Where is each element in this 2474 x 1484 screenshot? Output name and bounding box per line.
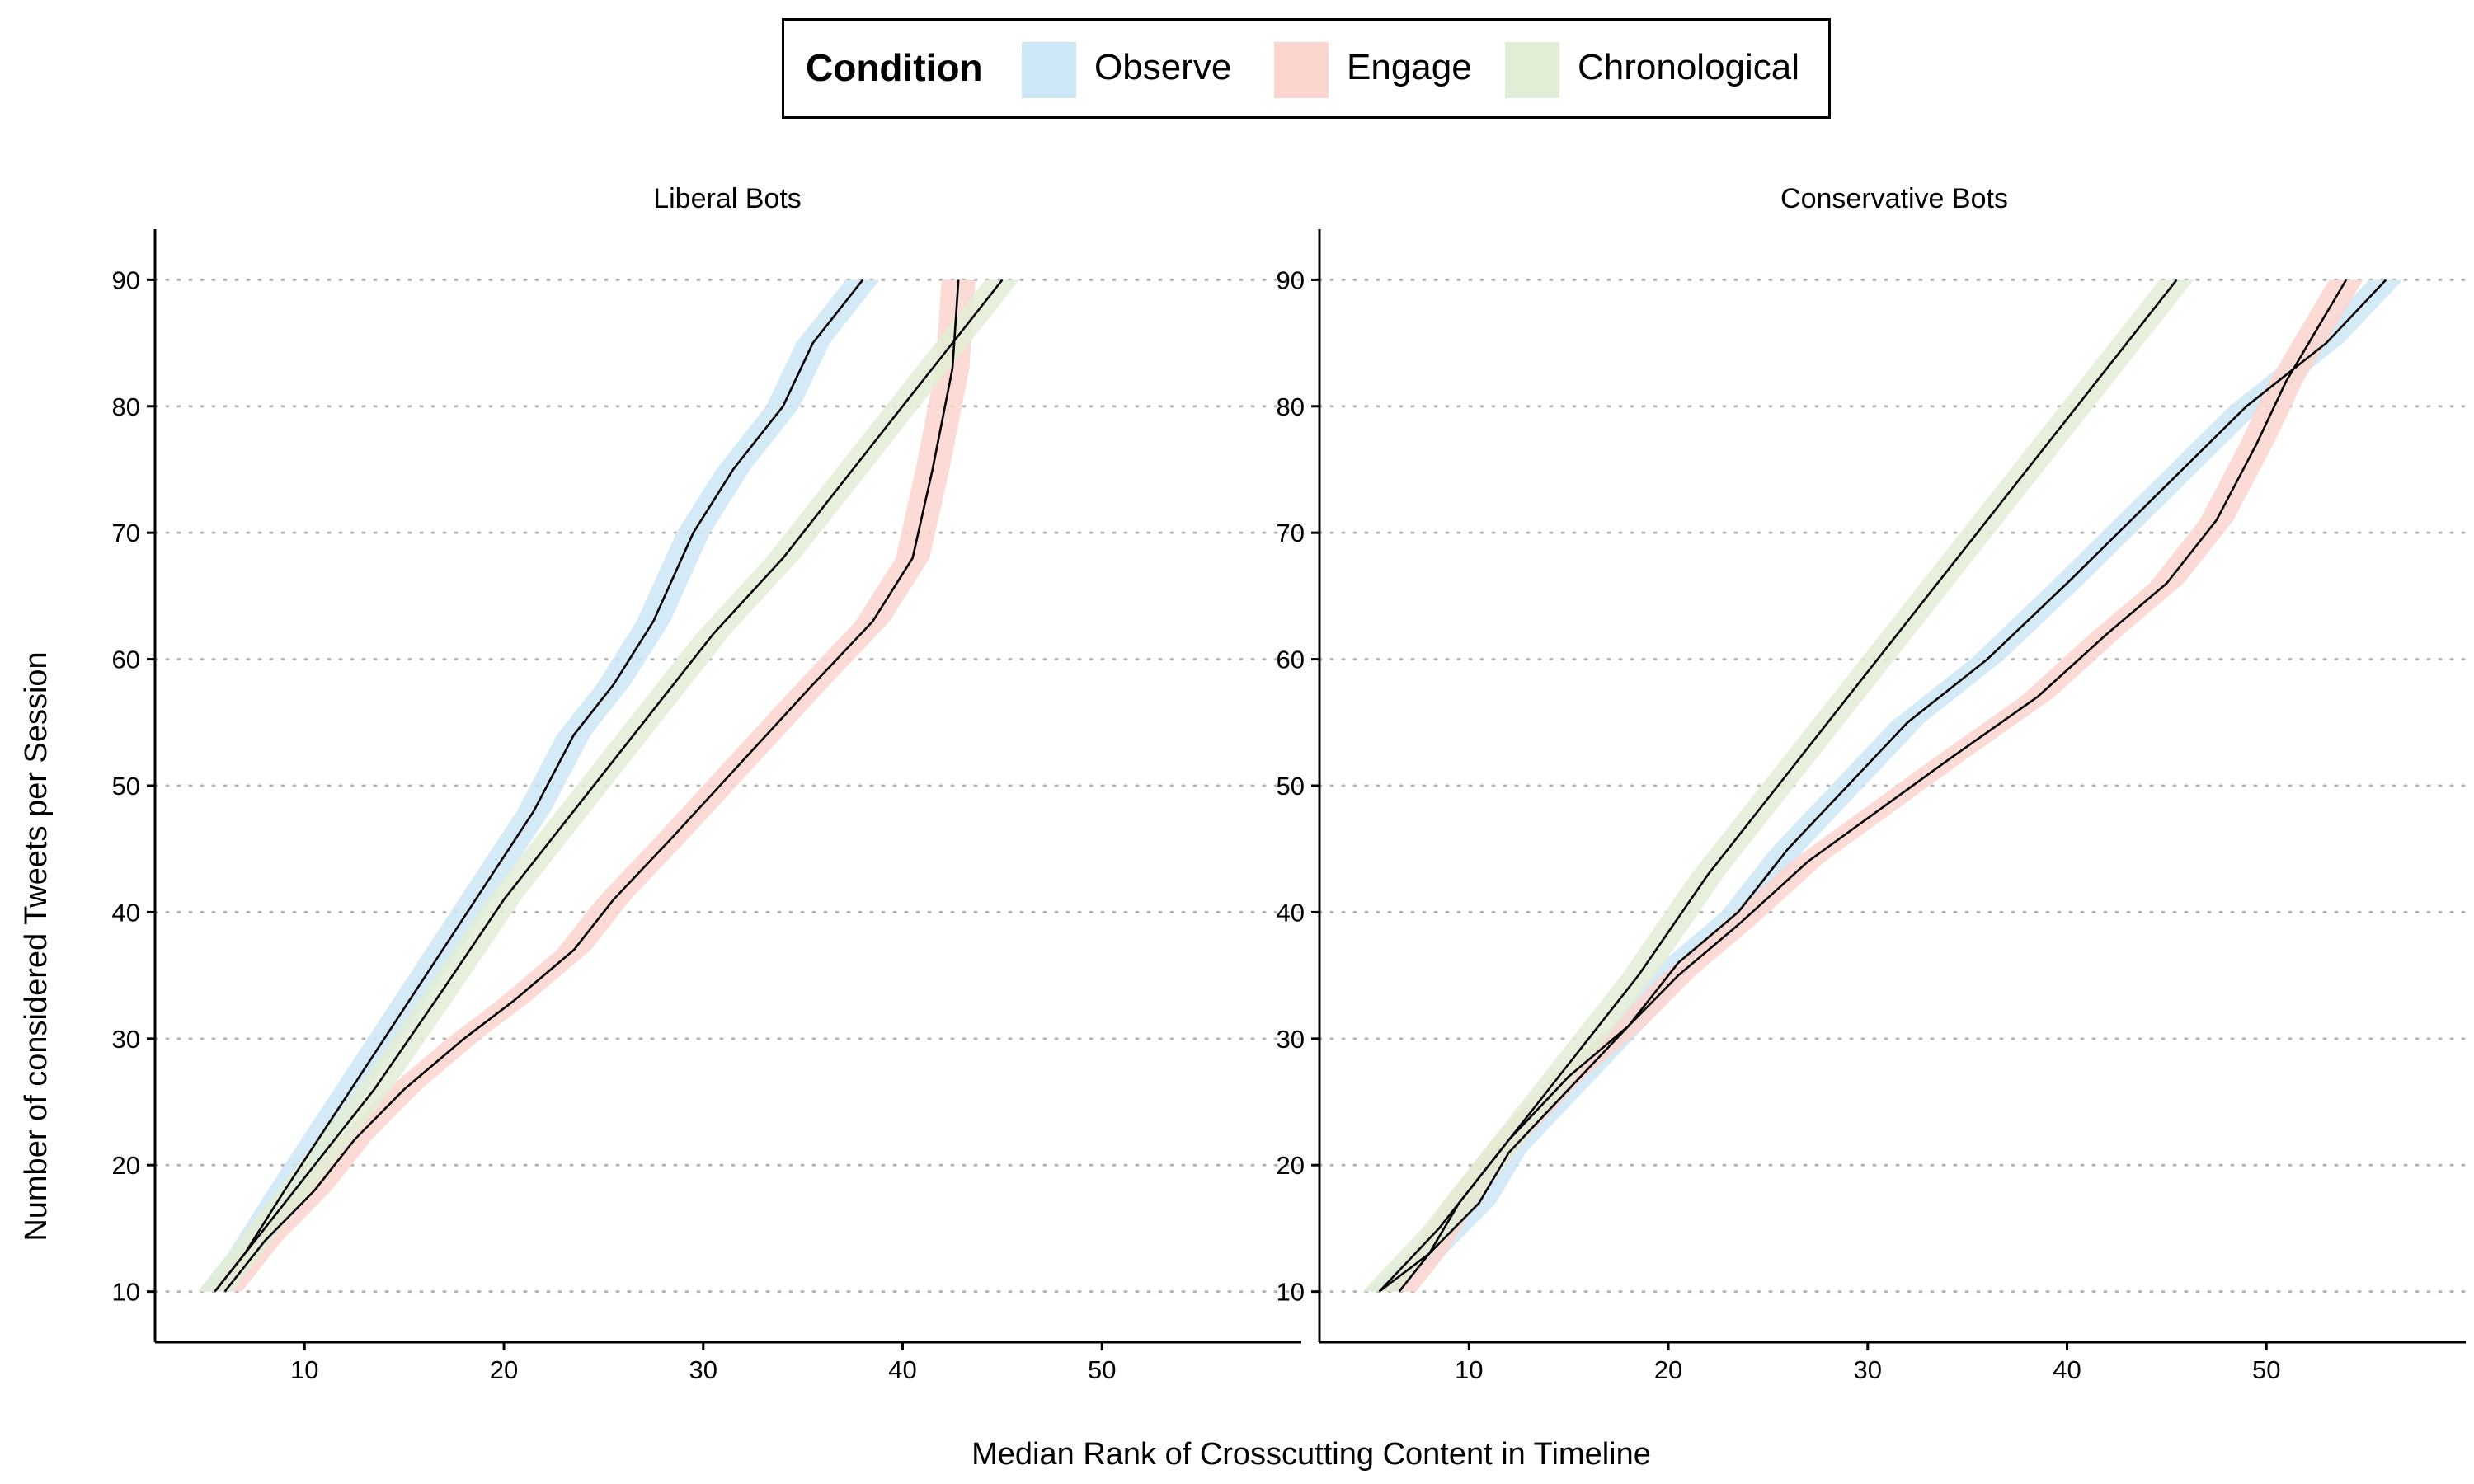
y-tick-label-conservative-bots-40: 40 — [1277, 898, 1305, 927]
y-tick-label-conservative-bots-90: 90 — [1277, 265, 1305, 294]
y-tick-label-conservative-bots-10: 10 — [1277, 1278, 1305, 1307]
x-tick-label-conservative-bots-30: 30 — [1854, 1355, 1882, 1384]
legend-key-engage — [1274, 42, 1329, 98]
legend-key-observe — [1022, 42, 1076, 98]
y-tick-label-liberal-bots-60: 60 — [112, 646, 140, 674]
y-tick-label-liberal-bots-50: 50 — [112, 772, 140, 801]
x-axis-title: Median Rank of Crosscutting Content in T… — [971, 1437, 1651, 1472]
y-tick-label-conservative-bots-70: 70 — [1277, 519, 1305, 547]
legend: Condition Observe Engage Chronological — [782, 18, 1831, 119]
line-liberal-bots-chronological — [214, 279, 1004, 1293]
x-tick-label-liberal-bots-50: 50 — [1088, 1355, 1116, 1384]
x-tick-label-liberal-bots-20: 20 — [490, 1355, 518, 1384]
y-tick-label-liberal-bots-30: 30 — [112, 1025, 140, 1054]
y-tick-label-liberal-bots-80: 80 — [112, 392, 140, 421]
ribbon-liberal-bots-observe — [198, 279, 880, 1292]
ribbon-liberal-bots-chronological — [198, 279, 1019, 1292]
y-tick-label-liberal-bots-40: 40 — [112, 898, 140, 927]
line-liberal-bots-engage — [223, 279, 960, 1293]
legend-title: Condition — [806, 46, 983, 89]
line-conservative-bots-observe — [1378, 279, 2387, 1293]
x-tick-label-liberal-bots-40: 40 — [888, 1355, 916, 1384]
panel-title-liberal: Liberal Bots — [653, 183, 802, 214]
y-tick-label-conservative-bots-80: 80 — [1277, 392, 1305, 421]
x-tick-label-conservative-bots-40: 40 — [2053, 1355, 2081, 1384]
line-liberal-bots-observe — [214, 279, 864, 1293]
x-tick-label-liberal-bots-10: 10 — [290, 1355, 318, 1384]
y-tick-label-liberal-bots-70: 70 — [112, 519, 140, 547]
legend-key-chronological — [1505, 42, 1559, 98]
line-conservative-bots-chronological — [1378, 279, 2178, 1293]
x-tick-label-conservative-bots-10: 10 — [1455, 1355, 1483, 1384]
y-tick-label-conservative-bots-60: 60 — [1277, 646, 1305, 674]
y-tick-label-conservative-bots-20: 20 — [1277, 1151, 1305, 1180]
y-tick-label-liberal-bots-90: 90 — [112, 265, 140, 294]
x-tick-label-liberal-bots-30: 30 — [689, 1355, 717, 1384]
legend-label-observe: Observe — [1094, 47, 1232, 87]
legend-label-engage: Engage — [1347, 47, 1472, 87]
legend-label-chronological: Chronological — [1578, 47, 1800, 87]
x-tick-label-conservative-bots-20: 20 — [1654, 1355, 1682, 1384]
y-tick-label-liberal-bots-20: 20 — [112, 1151, 140, 1180]
panel-title-conservative: Conservative Bots — [1780, 183, 2008, 214]
y-tick-label-conservative-bots-30: 30 — [1277, 1025, 1305, 1054]
x-tick-label-conservative-bots-50: 50 — [2252, 1355, 2280, 1384]
y-tick-label-liberal-bots-10: 10 — [112, 1278, 140, 1307]
y-tick-label-conservative-bots-50: 50 — [1277, 772, 1305, 801]
ribbon-conservative-bots-engage — [1382, 279, 2363, 1292]
y-axis-title: Number of considered Tweets per Session — [19, 651, 54, 1241]
